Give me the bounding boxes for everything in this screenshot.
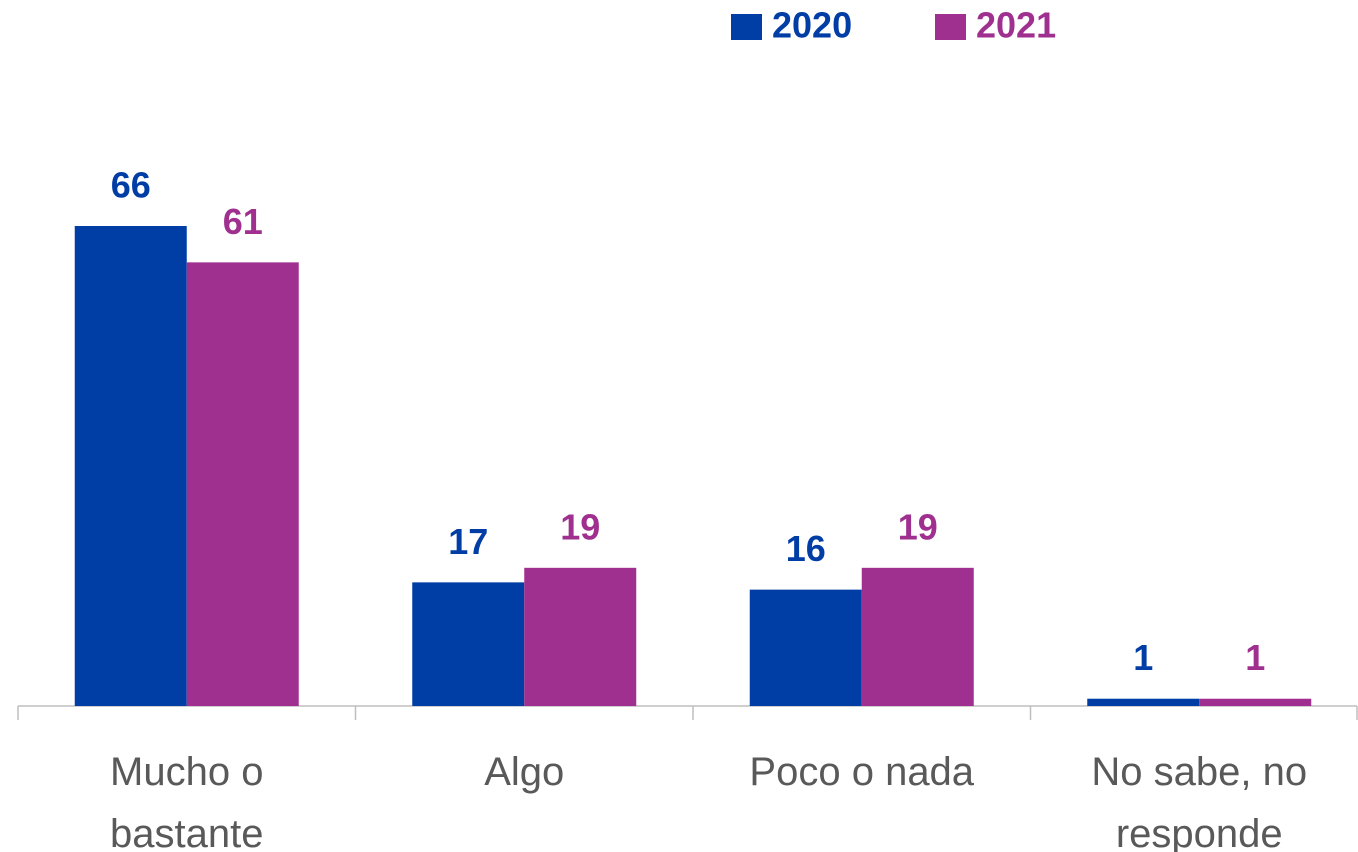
value-label: 1 xyxy=(1133,637,1153,678)
bar xyxy=(524,567,637,706)
bar xyxy=(74,226,187,706)
value-label: 1 xyxy=(1245,637,1265,678)
value-label: 66 xyxy=(111,165,151,206)
bar xyxy=(861,567,974,706)
legend-swatch xyxy=(731,14,762,40)
x-tick-label: Mucho o bastante xyxy=(110,750,264,852)
bar xyxy=(1087,698,1200,706)
legend-label: 2020 xyxy=(772,5,852,46)
value-label: 16 xyxy=(786,528,826,569)
x-tick-label: Algo xyxy=(484,750,565,794)
value-label: 19 xyxy=(560,506,600,547)
x-tick-label: No sabe, no responde xyxy=(1091,750,1308,852)
bar xyxy=(186,262,299,706)
value-label: 17 xyxy=(448,521,488,562)
bar xyxy=(412,582,525,706)
value-label: 61 xyxy=(223,201,263,242)
legend-label: 2021 xyxy=(976,5,1056,46)
bar xyxy=(1199,698,1312,706)
value-label: 19 xyxy=(898,506,938,547)
legend-swatch xyxy=(935,14,966,40)
x-tick-label: Poco o nada xyxy=(749,750,975,794)
bar xyxy=(749,589,862,706)
